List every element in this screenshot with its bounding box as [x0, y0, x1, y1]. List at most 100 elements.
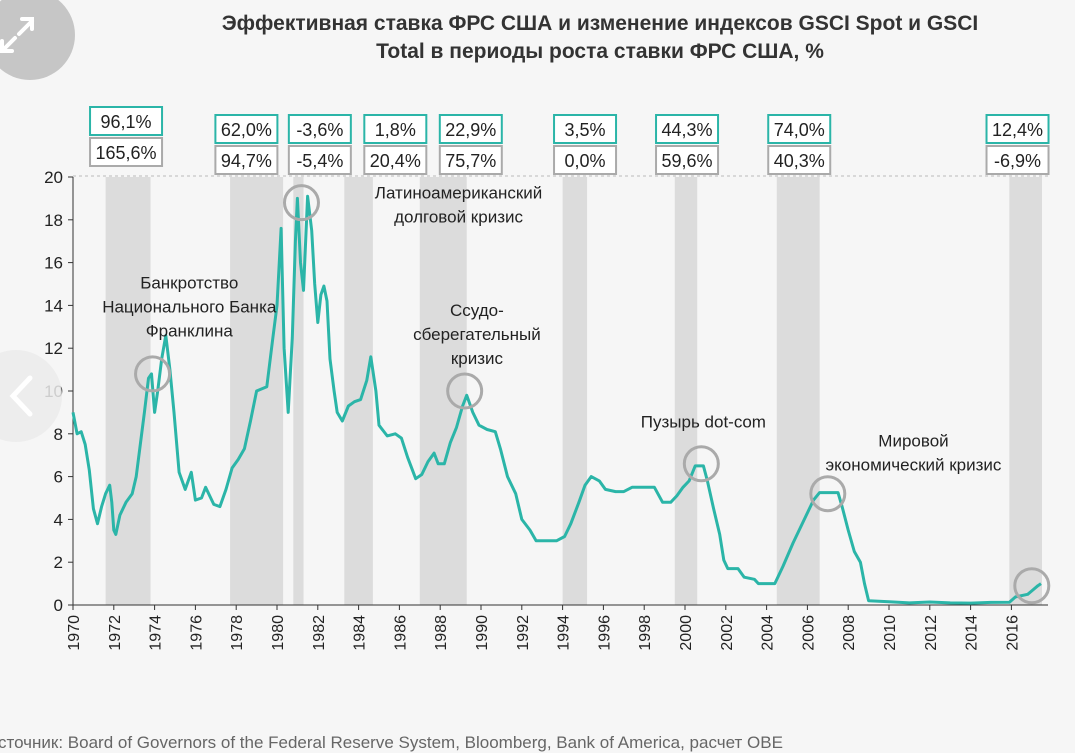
previous-button[interactable] [0, 350, 62, 442]
gsci-total-label-box [287, 145, 352, 175]
x-tick-label: 2008 [841, 615, 858, 651]
gsci-spot-label-box [214, 114, 279, 144]
x-tick-label: 1982 [311, 615, 328, 651]
x-tick-label: 2016 [1004, 615, 1021, 651]
y-tick-label: 0 [54, 596, 63, 615]
rate-hike-period [1009, 177, 1042, 605]
annotation-text: сберегательный [413, 325, 541, 344]
gsci-total-label: 165,6% [96, 143, 157, 163]
gsci-total-label-box [767, 145, 832, 175]
y-tick-label: 8 [54, 425, 63, 444]
annotation-circle [282, 184, 320, 222]
gsci-spot-label: -3,6% [296, 120, 343, 140]
rate-hike-period [419, 177, 467, 605]
gsci-total-label: 94,7% [221, 151, 272, 171]
gsci-spot-label: 74,0% [774, 120, 825, 140]
expand-arrows-icon [0, 17, 34, 53]
x-tick-label: 1992 [515, 615, 532, 651]
rate-hike-period [776, 177, 820, 605]
x-tick-label: 1996 [596, 615, 613, 651]
gsci-spot-label-box [363, 114, 428, 144]
source-note: сточник: Board of Governors of the Feder… [0, 733, 783, 752]
annotation-text: Ссудо- [450, 301, 504, 320]
annotation-text: Банкротство [140, 273, 238, 292]
gsci-total-label-box [89, 137, 164, 167]
y-tick-label: 20 [44, 168, 63, 187]
rate-hike-period [674, 177, 698, 605]
x-tick-label: 1980 [270, 615, 287, 651]
x-tick-label: 1994 [556, 615, 573, 651]
chart-title: Эффективная ставка ФРС США и изменение и… [130, 10, 1070, 66]
chevron-left-icon [9, 375, 33, 417]
annotation-circle [1013, 567, 1051, 605]
gsci-total-label: 75,7% [445, 151, 496, 171]
gsci-spot-label: 12,4% [992, 120, 1043, 140]
gsci-total-label-box [553, 145, 618, 175]
gsci-spot-label-box [553, 114, 618, 144]
gsci-total-label-box [655, 145, 720, 175]
x-tick-label: 1972 [107, 615, 124, 651]
y-tick-label: 18 [44, 211, 63, 230]
x-tick-label: 1986 [392, 615, 409, 651]
rate-hike-period [105, 177, 151, 605]
gsci-spot-label: 62,0% [221, 120, 272, 140]
x-tick-label: 2000 [678, 615, 695, 651]
gsci-total-label: -6,9% [994, 151, 1041, 171]
x-tick-label: 1990 [474, 615, 491, 651]
x-tick-label: 2012 [923, 615, 940, 651]
x-tick-label: 2014 [964, 615, 981, 651]
x-tick-label: 1974 [148, 615, 165, 651]
y-tick-label: 16 [44, 254, 63, 273]
annotation-circle [446, 372, 484, 410]
fed-rate-line [71, 194, 1042, 605]
title-line-1: Эффективная ставка ФРС США и изменение и… [221, 12, 979, 35]
gsci-spot-label: 22,9% [445, 120, 496, 140]
rate-hike-period [293, 177, 304, 605]
gsci-total-label-box [363, 145, 428, 175]
x-tick-label: 1998 [637, 615, 654, 651]
annotation-text: Национального Банка [102, 297, 277, 316]
title-line-2: Total в периоды роста ставки ФРС США, % [376, 40, 824, 63]
annotation-text: экономический кризис [826, 456, 1002, 475]
y-tick-label: 12 [44, 339, 63, 358]
x-tick-label: 1984 [352, 615, 369, 651]
rate-hike-period [562, 177, 588, 605]
gsci-spot-label: 1,8% [375, 120, 416, 140]
annotation-text: долговой кризис [394, 207, 523, 226]
x-tick-label: 1976 [188, 615, 205, 651]
rate-hike-period [344, 177, 373, 605]
gsci-total-label-box [438, 145, 503, 175]
gsci-total-label: 40,3% [774, 151, 825, 171]
annotation-text: Мировой [878, 432, 948, 451]
annotation-text: Пузырь dot-com [641, 412, 766, 431]
x-tick-label: 2010 [882, 615, 899, 651]
gsci-total-label-box [214, 145, 279, 175]
annotation-circle [682, 445, 720, 483]
gsci-total-label: 20,4% [370, 151, 421, 171]
expand-button[interactable] [0, 0, 75, 80]
gsci-spot-label-box [985, 114, 1050, 144]
x-tick-label: 1978 [229, 615, 246, 651]
y-tick-label: 6 [54, 468, 63, 487]
gsci-spot-label-box [767, 114, 832, 144]
x-tick-label: 2006 [800, 615, 817, 651]
gsci-spot-label-box [89, 106, 164, 136]
gsci-spot-label: 3,5% [565, 120, 606, 140]
annotation-text: кризис [451, 349, 504, 368]
x-tick-label: 2002 [719, 615, 736, 651]
gsci-spot-label: 96,1% [101, 112, 152, 132]
annotation-text: Франклина [146, 321, 234, 340]
x-tick-label: 1970 [66, 615, 83, 651]
gsci-spot-label-box [655, 114, 720, 144]
gsci-spot-label-box [438, 114, 503, 144]
gsci-total-label: -5,4% [296, 151, 343, 171]
annotation-circle [809, 475, 847, 513]
x-tick-label: 1988 [433, 615, 450, 651]
gsci-total-label: 0,0% [565, 151, 606, 171]
y-tick-label: 4 [54, 510, 63, 529]
annotation-circle [134, 355, 172, 393]
annotation-text: Латиноамериканский [375, 183, 543, 202]
gsci-spot-label: 44,3% [662, 120, 713, 140]
gsci-total-label-box [985, 145, 1050, 175]
